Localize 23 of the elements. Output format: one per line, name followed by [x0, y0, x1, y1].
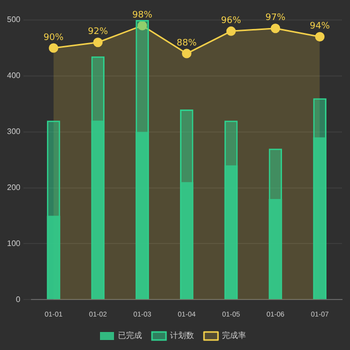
y-tick-label: 100: [6, 238, 21, 248]
data-label: 92%: [88, 27, 108, 38]
point: [270, 24, 280, 34]
data-label: 96%: [221, 16, 242, 26]
y-tick-label: 500: [6, 15, 21, 24]
y-tick-label: 400: [6, 71, 21, 80]
point: [93, 38, 103, 48]
point: [226, 26, 236, 36]
point: [48, 43, 58, 53]
point: [182, 48, 192, 58]
data-label: 90%: [44, 32, 64, 43]
point: [138, 20, 148, 30]
data-label: 98%: [132, 10, 153, 20]
data-label: 97%: [265, 13, 286, 24]
y-tick-label: 200: [6, 182, 21, 192]
y-tick-label: 0: [16, 294, 21, 304]
point: [315, 32, 325, 42]
legend-label: 计划数: [170, 331, 194, 340]
legend-label: 完成率: [222, 331, 246, 340]
data-label: 88%: [176, 38, 198, 48]
legend-label: 已完成: [118, 331, 142, 340]
y-tick-label: 300: [6, 127, 21, 136]
data-label: 94%: [310, 22, 330, 32]
